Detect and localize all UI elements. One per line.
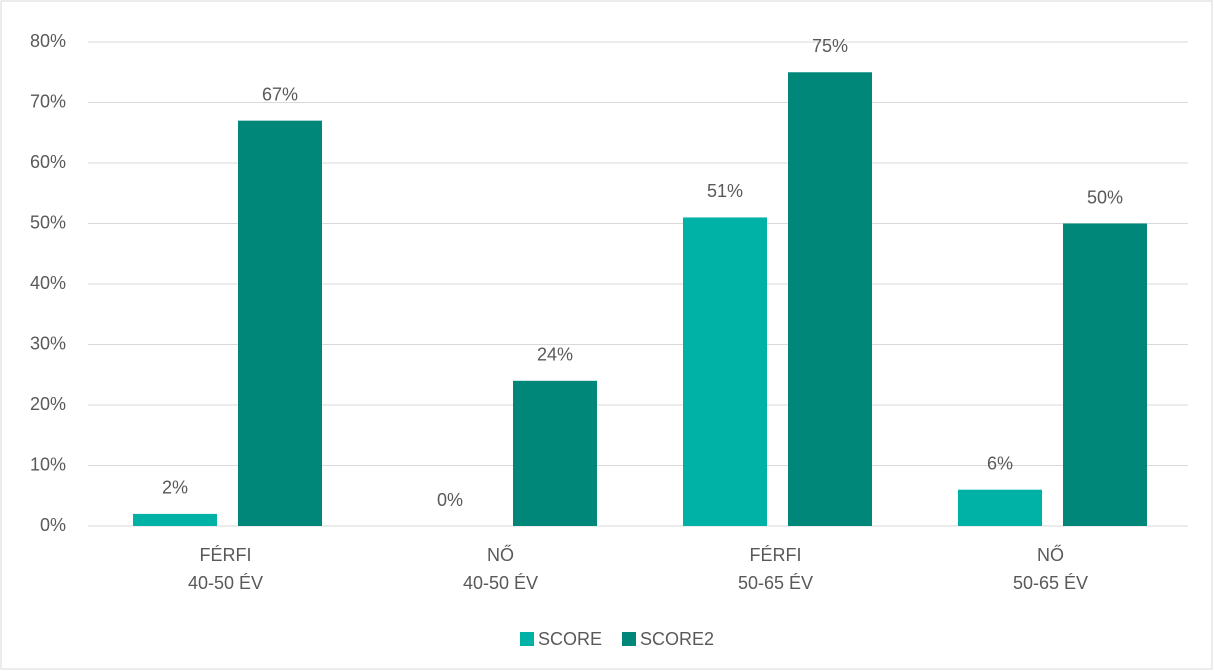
- x-tick-label: 40-50 ÉV: [188, 573, 263, 593]
- value-label: 0%: [437, 490, 463, 510]
- x-tick-label: NŐ: [487, 544, 514, 565]
- x-tick-label: 50-65 ÉV: [738, 573, 813, 593]
- x-tick-label: 50-65 ÉV: [1013, 573, 1088, 593]
- legend-label: SCORE2: [640, 629, 714, 649]
- y-tick-label: 70%: [30, 91, 66, 111]
- bar: [788, 72, 872, 526]
- x-tick-label: FÉRFI: [200, 545, 252, 565]
- x-tick-label: FÉRFI: [750, 545, 802, 565]
- value-label: 24%: [537, 345, 573, 365]
- legend-swatch: [520, 632, 534, 646]
- y-tick-label: 30%: [30, 333, 66, 353]
- x-tick-label: NŐ: [1037, 544, 1064, 565]
- value-label: 51%: [707, 181, 743, 201]
- bar: [133, 513, 217, 526]
- y-tick-label: 60%: [30, 152, 66, 172]
- y-tick-label: 20%: [30, 394, 66, 414]
- y-tick-label: 50%: [30, 212, 66, 232]
- bar: [1063, 223, 1147, 526]
- bar: [513, 380, 597, 526]
- y-tick-label: 40%: [30, 273, 66, 293]
- legend-label: SCORE: [538, 629, 602, 649]
- legend-swatch: [622, 632, 637, 646]
- y-tick-label: 10%: [30, 454, 66, 474]
- value-label: 2%: [162, 478, 188, 498]
- bar: [683, 217, 767, 526]
- value-label: 6%: [987, 453, 1013, 473]
- y-tick-label: 0%: [40, 515, 66, 535]
- value-label: 67%: [262, 84, 298, 104]
- x-tick-label: 40-50 ÉV: [463, 573, 538, 593]
- value-label: 75%: [812, 36, 848, 56]
- bar: [238, 120, 322, 527]
- value-label: 50%: [1087, 187, 1123, 207]
- y-tick-label: 80%: [30, 31, 66, 51]
- bar: [958, 489, 1042, 526]
